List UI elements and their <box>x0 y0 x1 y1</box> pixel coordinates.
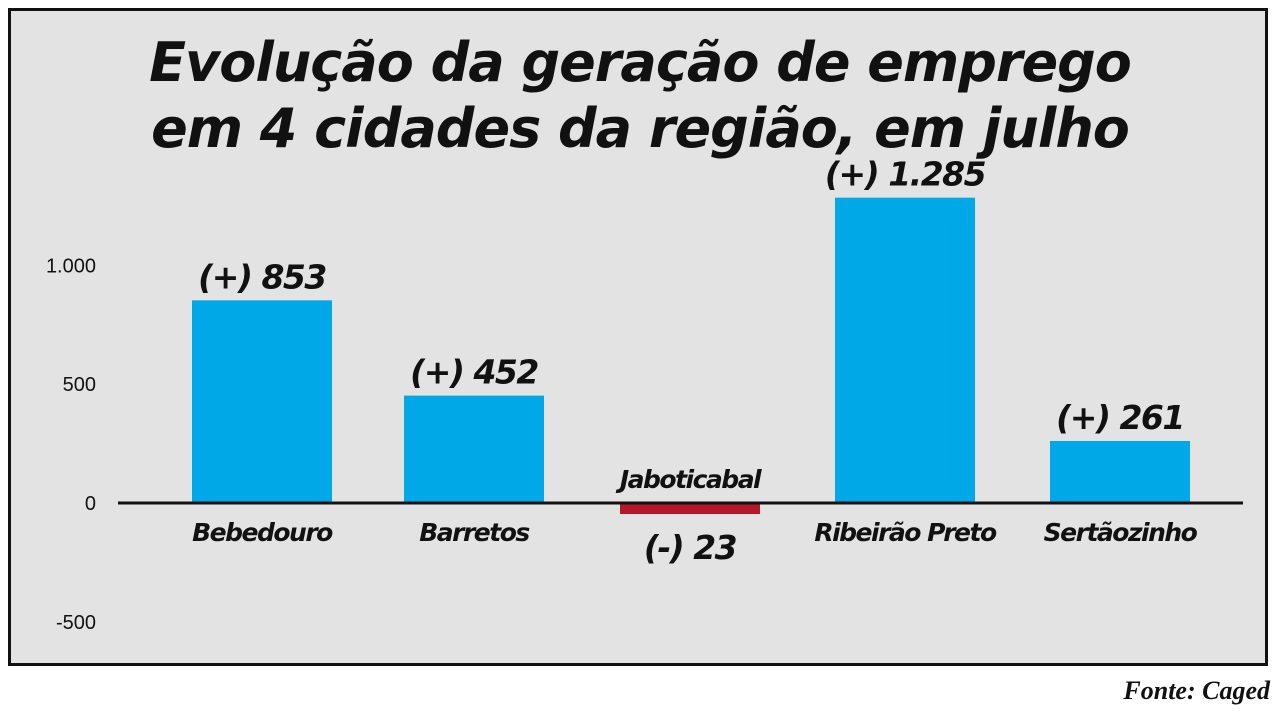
chart-title-line-2: em 4 cidades da região, em julho <box>151 97 1130 160</box>
category-label: Barretos <box>419 518 529 547</box>
data-label: (+) 853 <box>198 257 326 296</box>
y-tick-label: 0 <box>85 493 96 515</box>
data-label: (+) 261 <box>1056 398 1184 437</box>
bar-jaboticabal <box>620 504 760 514</box>
data-label: (+) 452 <box>410 353 538 392</box>
y-tick-label: 500 <box>63 374 96 396</box>
bar-sertãozinho <box>1050 440 1190 503</box>
chart-title-line-1: Evolução da geração de emprego <box>149 31 1132 94</box>
bar-barretos <box>404 395 544 503</box>
y-tick-label: -500 <box>56 612 96 634</box>
category-label: Bebedouro <box>192 518 333 547</box>
chart-title: Evolução da geração de emprego em 4 cida… <box>0 30 1280 162</box>
category-label: Jaboticabal <box>615 465 762 494</box>
y-tick-label: 1.000 <box>46 255 96 277</box>
bar-ribeirão-preto <box>835 197 975 503</box>
bar-bebedouro <box>192 300 332 503</box>
data-label: (-) 23 <box>644 528 737 567</box>
data-label: (+) 1.285 <box>825 155 986 194</box>
source-note: Fonte: Caged <box>1123 676 1270 705</box>
category-label: Ribeirão Preto <box>814 518 997 547</box>
category-label: Sertãozinho <box>1044 518 1198 547</box>
